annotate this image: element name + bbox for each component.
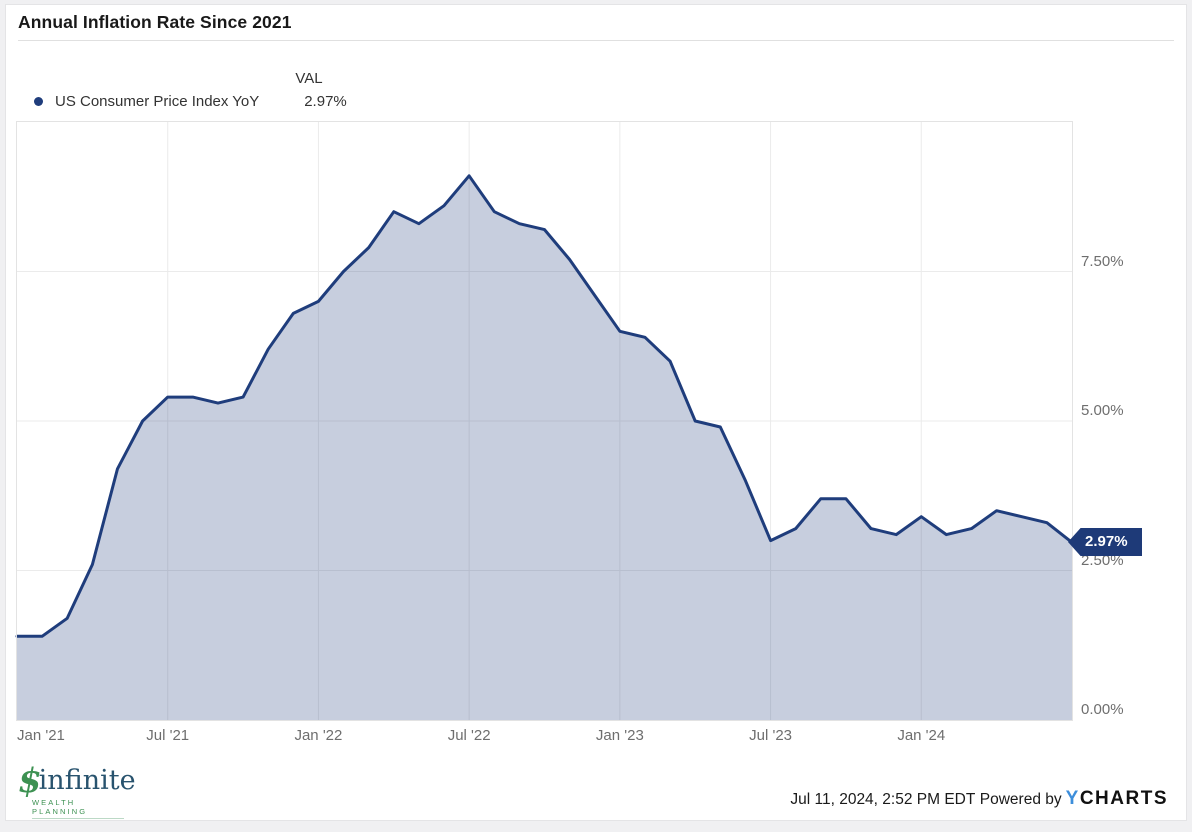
title-divider (18, 40, 1174, 41)
last-value-badge: 2.97% (1068, 528, 1142, 556)
logo-name: infinite (38, 765, 136, 796)
infinite-wealth-planning-logo: $ infinite WEALTH PLANNING (18, 761, 136, 819)
x-axis-tick-label: Jul '22 (447, 727, 491, 744)
series-dot-icon (34, 97, 43, 106)
area-fill (17, 175, 1072, 721)
x-axis-tick-label: Jul '23 (749, 727, 792, 744)
timestamp: Jul 11, 2024, 2:52 PM EDT (790, 791, 976, 808)
ycharts-logo: YCHARTS (1065, 788, 1168, 809)
dollar-infinity-icon: $ (18, 761, 42, 801)
logo-subtitle: WEALTH PLANNING (32, 798, 124, 819)
legend-val-header: VAL (295, 70, 323, 87)
chart-title: Annual Inflation Rate Since 2021 (18, 12, 292, 32)
plot-border (16, 121, 1073, 721)
x-axis-tick-label: Jan '23 (595, 727, 644, 744)
chart-card (5, 4, 1187, 821)
powered-by-label: Powered by (979, 791, 1062, 808)
x-axis-tick-label: Jan '21 (17, 727, 65, 744)
y-axis-tick-label: 7.50% (1081, 252, 1124, 270)
series-value: 2.97% (304, 93, 347, 110)
series-line (15, 174, 1074, 638)
x-axis-tick-label: Jan '22 (294, 727, 343, 744)
y-axis-tick-label: 5.00% (1081, 402, 1124, 419)
y-axis-tick-label: 0.00% (1081, 701, 1124, 718)
x-axis-tick-label: Jul '21 (146, 727, 190, 744)
x-axis-tick-label: Jan '24 (897, 727, 946, 744)
attribution: Jul 11, 2024, 2:52 PM EDT Powered by YCHA… (790, 788, 1168, 810)
series-label: US Consumer Price Index YoY (55, 93, 260, 110)
